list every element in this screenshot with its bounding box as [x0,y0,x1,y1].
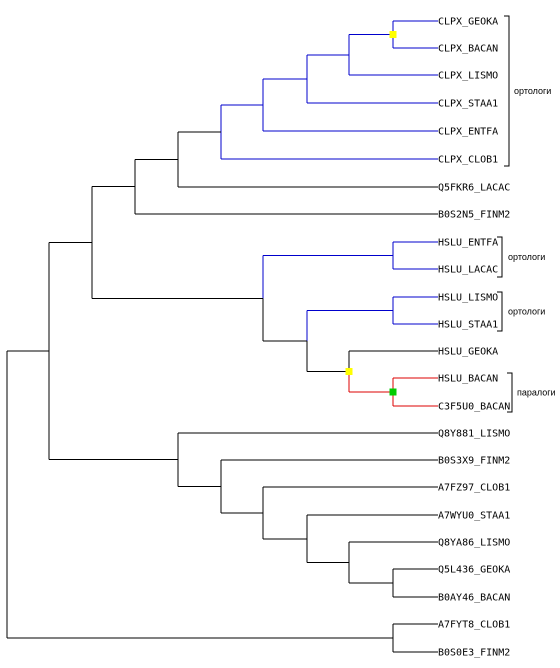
leaf-label: B0AY46_BACAN [438,593,510,604]
duplication-node-marker [389,31,397,38]
leaf-label: A7WYU0_STAA1 [438,511,510,522]
leaf-label: HSLU_LISMO [438,293,498,304]
group-bracket [497,236,503,278]
group-label: ортологи [514,86,551,96]
duplication-node-marker [345,368,353,375]
group-bracket [507,372,513,413]
group-label: ортологи [508,252,545,262]
speciation-node-marker [389,388,397,396]
leaf-label: CLPX_CLOB1 [438,155,498,166]
leaf-label: Q8Y881_LISMO [438,429,510,440]
group-bracket [504,15,510,167]
leaf-label: CLPX_STAA1 [438,99,498,110]
leaf-label: C3F5U0_BACAN [438,402,510,413]
group-bracket [497,291,503,332]
leaf-label: A7FYT8_CLOB1 [438,620,510,631]
leaf-label: Q5FKR6_LACAC [438,183,510,194]
leaf-label: B0S3X9_FINM2 [438,456,510,467]
leaf-label: HSLU_GEOKA [438,347,498,358]
leaf-labels: CLPX_GEOKA CLPX_BACAN CLPX_LISMO CLPX_STAA1… [438,17,510,659]
leaf-label: B0S2N5_FINM2 [438,210,510,221]
leaf-label: HSLU_LACAC [438,265,498,276]
leaf-label: CLPX_GEOKA [438,17,498,28]
node-markers [345,31,397,396]
group-brackets: ортологи ортологи ортологи паралоги [497,15,556,413]
leaf-label: B0S0E3_FINM2 [438,648,510,659]
leaf-label: CLPX_BACAN [438,44,498,55]
leaf-label: CLPX_LISMO [438,71,498,82]
group-label: ортологи [508,307,545,317]
group-label: паралоги [517,388,556,398]
leaf-label: HSLU_BACAN [438,374,498,385]
leaf-label: HSLU_STAA1 [438,320,498,331]
leaf-label: Q8YA86_LISMO [438,538,510,549]
leaf-label: HSLU_ENTFA [438,238,498,249]
leaf-label: A7FZ97_CLOB1 [438,483,510,494]
tree-branches [6,20,438,653]
leaf-label: Q5L436_GEOKA [438,565,510,576]
leaf-label: CLPX_ENTFA [438,127,498,138]
